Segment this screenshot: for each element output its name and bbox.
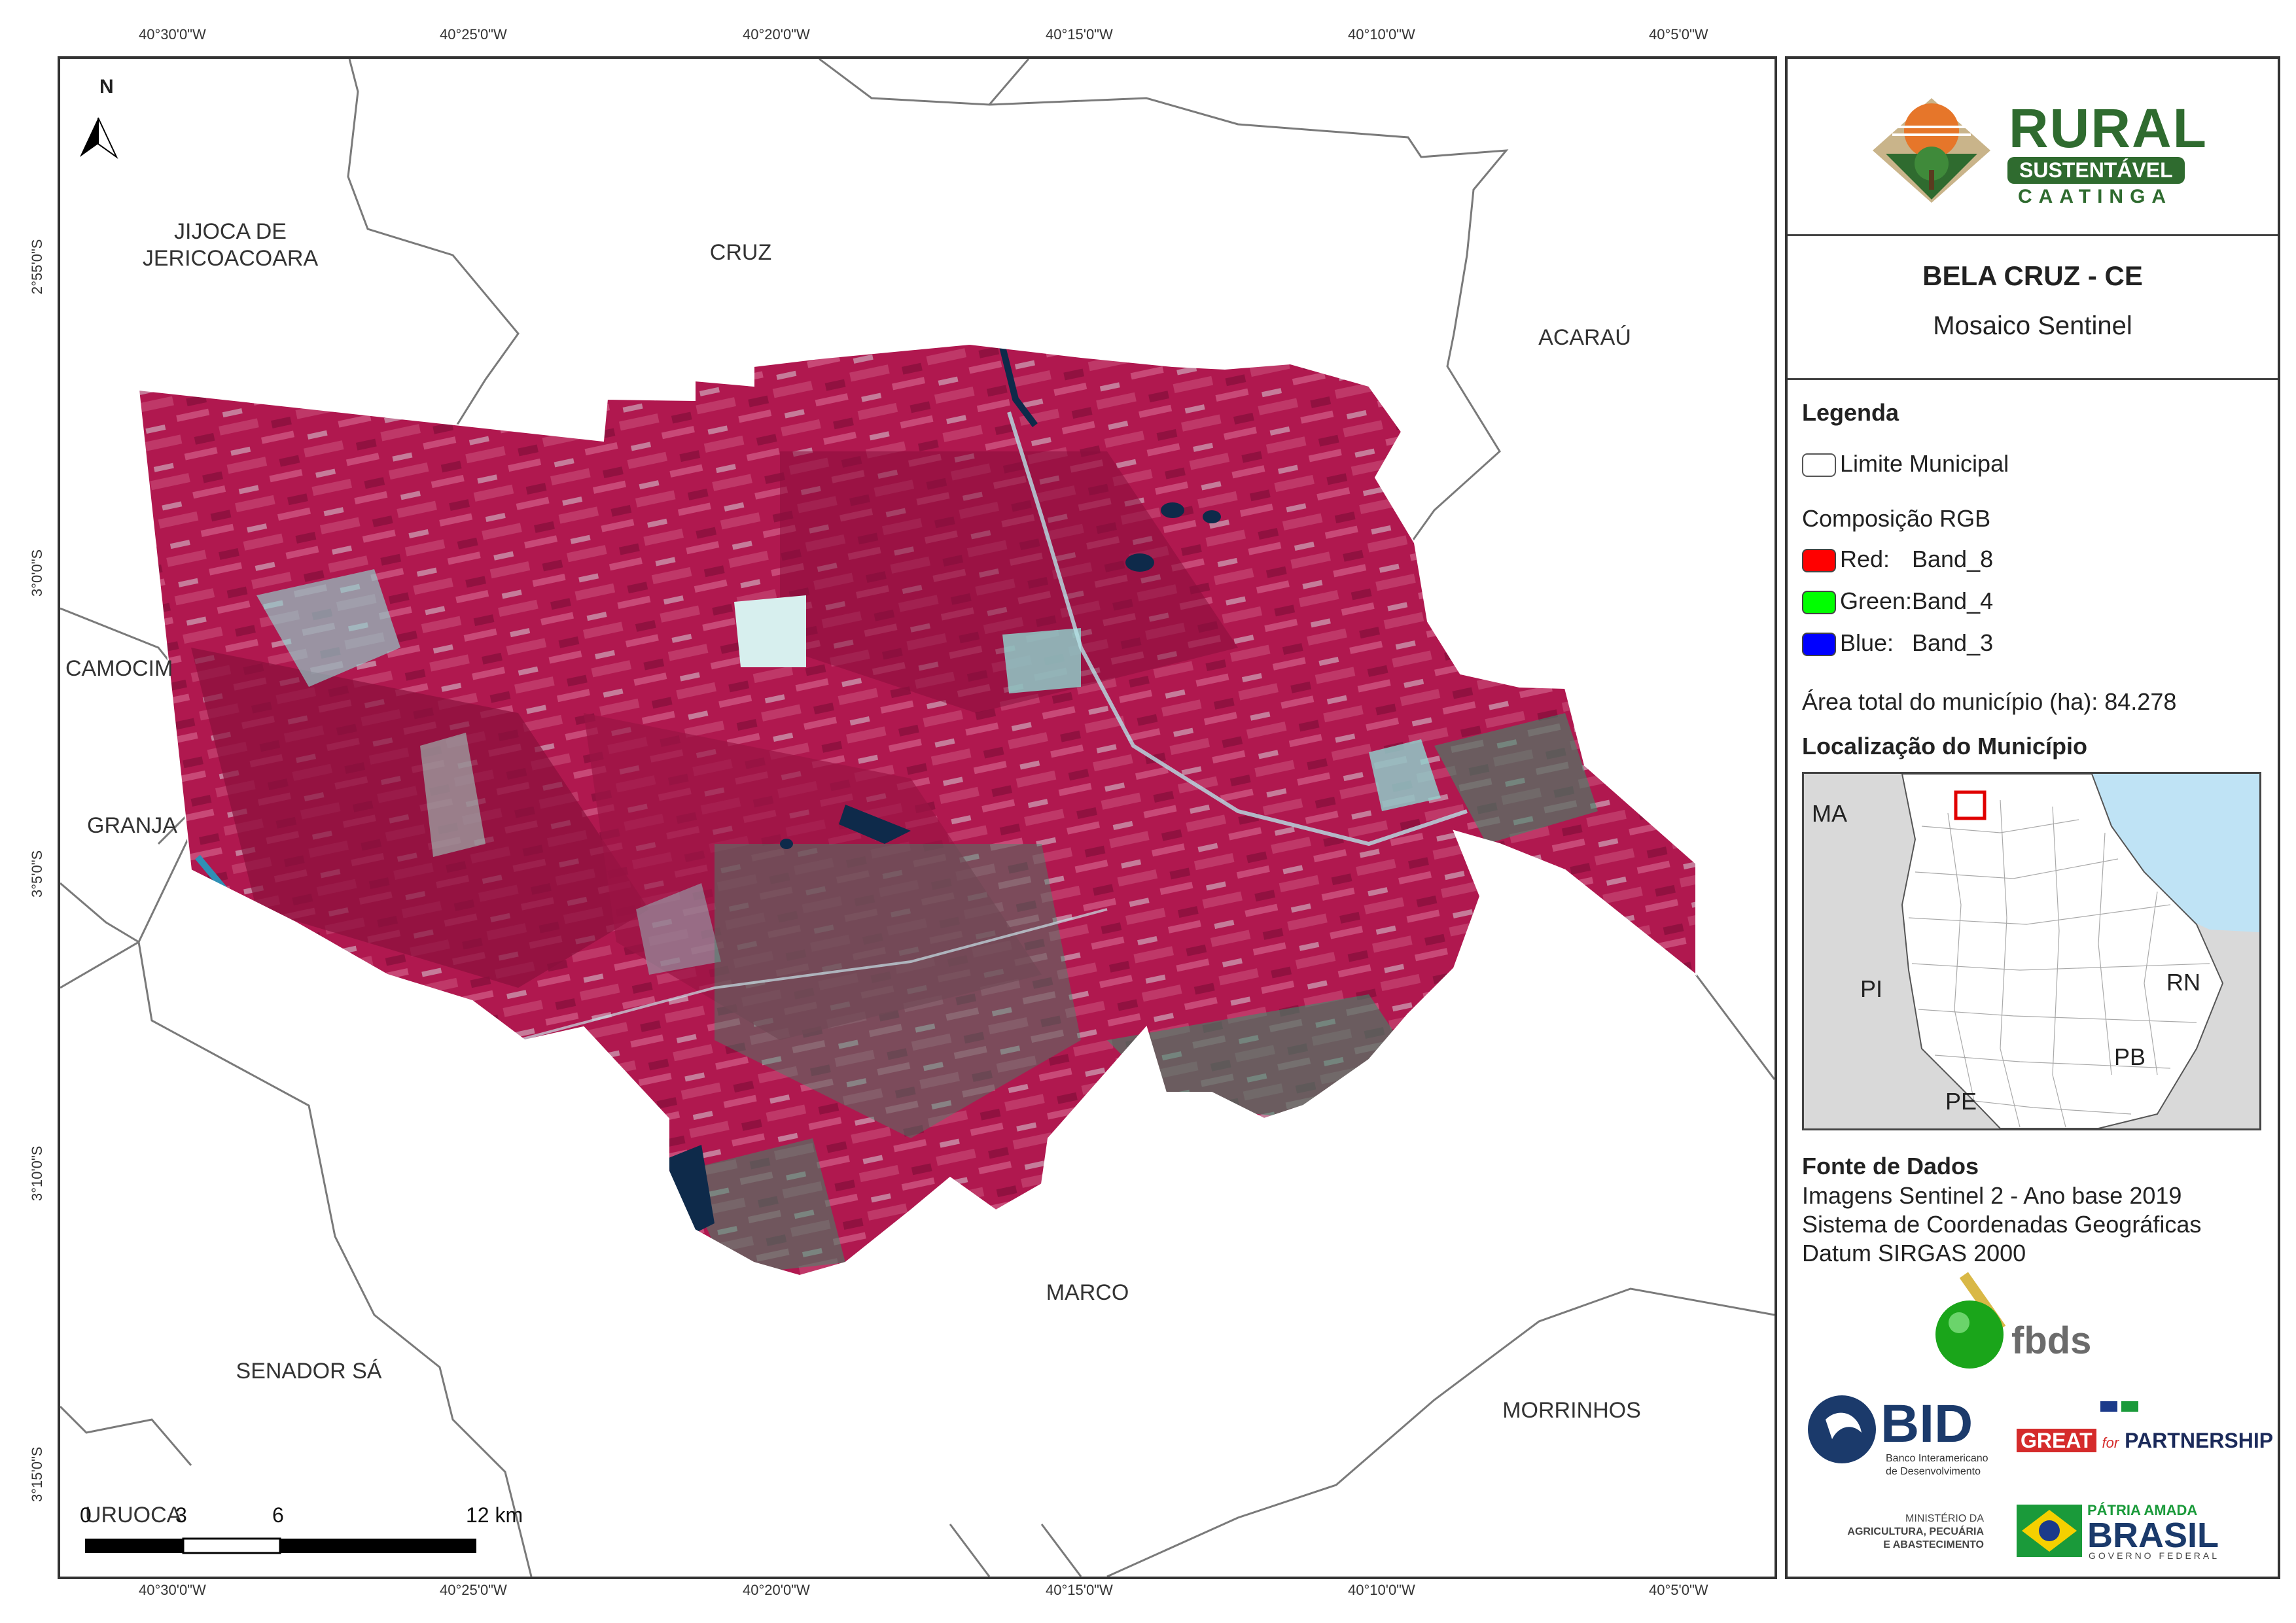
lat-label: 2°55'0"S <box>29 239 45 294</box>
limit-swatch <box>1802 453 1836 478</box>
sources-heading: Fonte de Dados <box>1802 1153 1979 1179</box>
lon-label-top: 40°20'0"W <box>743 26 810 43</box>
source-line: Imagens Sentinel 2 - Ano base 2019 <box>1802 1182 2182 1209</box>
rural-logo-banner: SUSTENTÁVEL <box>2007 157 2185 184</box>
governo-federal: GOVERNO FEDERAL <box>2089 1550 2220 1561</box>
rgb-heading: Composição RGB <box>1802 505 1991 532</box>
legend-limit-row: Limite Municipal <box>1802 450 2009 478</box>
green-channel: Green: <box>1840 587 1913 614</box>
partnership-word: PARTNERSHIP <box>2125 1429 2274 1452</box>
label-morrinhos: MORRINHOS <box>1502 1398 1641 1423</box>
area-label: Área total do município (ha): <box>1802 688 2098 715</box>
legend-heading-text: Legenda <box>1802 399 1899 426</box>
label-uruoca: URUOCA <box>85 1503 182 1527</box>
lon-label-top: 40°5'0"W <box>1649 26 1708 43</box>
map-frame[interactable]: N JIJOCA DE JERICOACOARA CRUZ ACARAÚ CAM… <box>58 56 1777 1579</box>
label-senador-sa: SENADOR SÁ <box>236 1359 382 1384</box>
label-granja: GRANJA <box>87 813 177 838</box>
label-jijoca: JIJOCA DE JERICOACOARA <box>142 219 319 271</box>
lon-label-bottom: 40°5'0"W <box>1649 1582 1708 1598</box>
bid-logo-icon <box>1808 1395 1876 1463</box>
map-title: BELA CRUZ - CE <box>1922 260 2143 291</box>
fbds-logo-text: fbds <box>2011 1319 2092 1362</box>
green-swatch <box>1802 591 1836 615</box>
for-word: for <box>2102 1435 2119 1451</box>
red-channel: Red: <box>1840 546 1890 572</box>
brasil-flag-icon <box>2017 1505 2082 1557</box>
scale-label-12km: 12 km <box>466 1503 523 1527</box>
rural-logo-sub: CAATINGA <box>2018 186 2173 207</box>
ministerio-logo: MINISTÉRIO DA AGRICULTURA, PECUÁRIA E AB… <box>1847 1513 1984 1550</box>
location-inset-map: MA PI RN PB PE <box>1802 772 2261 1130</box>
lat-label: 3°0'0"S <box>29 549 45 597</box>
municipal-boundaries <box>60 59 1775 1577</box>
lon-label-bottom: 40°15'0"W <box>1046 1582 1113 1598</box>
blue-band: Band_3 <box>1912 629 1994 656</box>
state-ma: MA <box>1812 800 1847 827</box>
lon-label-top: 40°25'0"W <box>440 26 507 43</box>
great-partnership-logo: GREAT for PARTNERSHIP <box>2017 1429 2273 1453</box>
north-arrow-icon <box>80 117 118 160</box>
lat-label: 3°15'0"S <box>29 1446 45 1502</box>
blue-channel: Blue: <box>1840 629 1894 656</box>
state-pi: PI <box>1860 975 1883 1002</box>
patria-amada: PÁTRIA AMADA <box>2087 1502 2198 1518</box>
lon-label-bottom: 40°25'0"W <box>440 1582 507 1598</box>
side-panel: RURAL SUSTENTÁVEL CAATINGA BELA CRUZ - C… <box>1785 56 2280 1579</box>
north-label: N <box>99 76 114 97</box>
scale-bar <box>85 1537 476 1554</box>
red-swatch <box>1802 549 1836 573</box>
source-line: Sistema de Coordenadas Geográficas <box>1802 1211 2202 1238</box>
limit-label: Limite Municipal <box>1840 450 2009 477</box>
location-highlight <box>1954 790 1987 820</box>
area-value: 84.278 <box>2104 688 2177 715</box>
legend-red-row: Red: Band_8 <box>1802 546 1993 573</box>
label-camocim: CAMOCIM <box>65 656 173 681</box>
label-acarau: ACARAÚ <box>1538 325 1631 350</box>
brasil-text: BRASIL <box>2087 1516 2219 1555</box>
source-line: Datum SIRGAS 2000 <box>1802 1240 2026 1266</box>
label-cruz: CRUZ <box>709 240 772 265</box>
lon-label-top: 40°30'0"W <box>139 26 206 43</box>
municipality-outline <box>137 343 1697 1277</box>
legend-blue-row: Blue: Band_3 <box>1802 629 1993 657</box>
map-subtitle: Mosaico Sentinel <box>1933 311 2132 340</box>
scale-label-6: 6 <box>272 1503 284 1527</box>
red-band: Band_8 <box>1912 546 1994 572</box>
label-marco: MARCO <box>1046 1280 1129 1305</box>
state-pe: PE <box>1945 1088 1977 1115</box>
uk-br-flags-icon <box>2074 1400 2166 1413</box>
lon-label-bottom: 40°20'0"W <box>743 1582 810 1598</box>
lon-label-bottom: 40°10'0"W <box>1348 1582 1415 1598</box>
state-rn: RN <box>2166 969 2200 996</box>
lat-label: 3°5'0"S <box>29 850 45 898</box>
scale-label-3: 3 <box>175 1503 187 1527</box>
bid-logo-text: BID <box>1881 1394 1973 1454</box>
area-row: Área total do município (ha): 84.278 <box>1802 688 2176 716</box>
sentinel-mosaic <box>139 344 1696 1276</box>
title-section: BELA CRUZ - CE Mosaico Sentinel <box>1788 234 2278 380</box>
inset-map-canvas <box>1901 774 2259 1128</box>
great-word: GREAT <box>2017 1429 2096 1452</box>
bid-subtitle: Banco Interamericano de Desenvolvimento <box>1886 1453 1988 1477</box>
state-pb: PB <box>2114 1043 2146 1070</box>
rural-logo-icon <box>1873 98 1990 203</box>
scale-label-0: 0 <box>80 1503 92 1527</box>
lon-label-top: 40°15'0"W <box>1046 26 1113 43</box>
rural-logo-section: RURAL SUSTENTÁVEL CAATINGA <box>1788 59 2278 236</box>
fbds-logo-icon <box>1935 1272 2006 1369</box>
lon-label-bottom: 40°30'0"W <box>139 1582 206 1598</box>
rural-logo-title: RURAL <box>2009 97 2208 159</box>
green-band: Band_4 <box>1912 587 1994 614</box>
legend-green-row: Green:Band_4 <box>1802 587 1993 615</box>
blue-swatch <box>1802 633 1836 657</box>
lat-label: 3°10'0"S <box>29 1145 45 1201</box>
map-canvas <box>60 59 1775 1577</box>
lon-label-top: 40°10'0"W <box>1348 26 1415 43</box>
ocean-area <box>1467 59 1775 229</box>
location-heading: Localização do Município <box>1802 733 2088 759</box>
